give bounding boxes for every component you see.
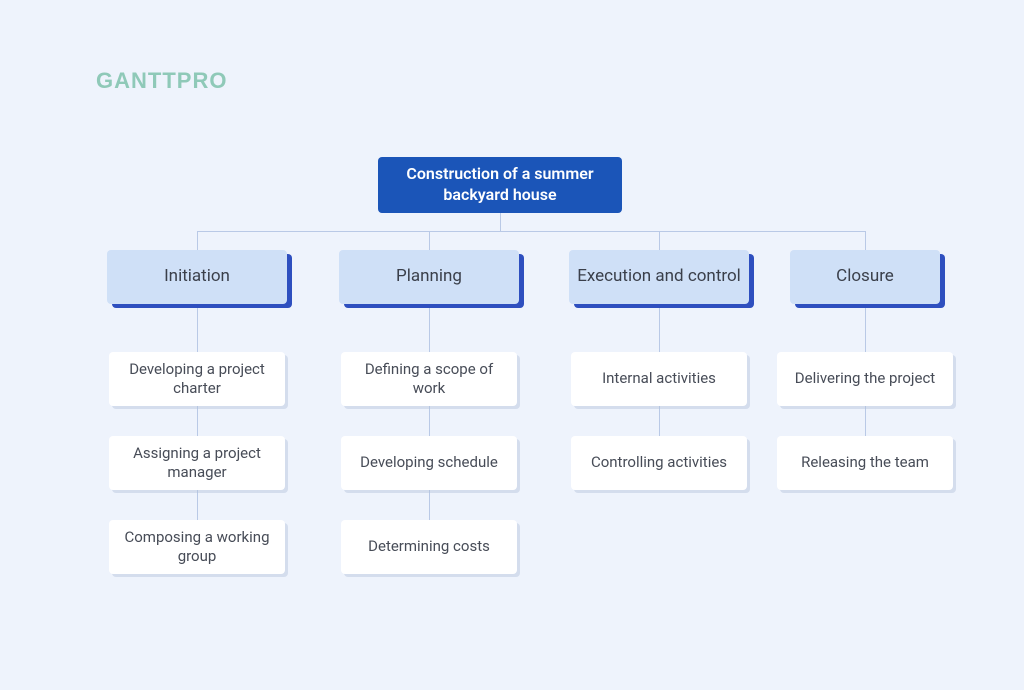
wbs-task: Composing a working group — [109, 520, 285, 574]
connector — [197, 231, 865, 232]
wbs-task: Developing schedule — [341, 436, 517, 490]
logo: GANTTPRO — [96, 68, 227, 94]
wbs-root: Construction of a summer backyard house — [378, 157, 622, 213]
wbs-phase: Planning — [339, 250, 519, 304]
wbs-phase: Execution and control — [569, 250, 749, 304]
wbs-task: Defining a scope of work — [341, 352, 517, 406]
wbs-task: Internal activities — [571, 352, 747, 406]
wbs-task: Assigning a project manager — [109, 436, 285, 490]
wbs-task: Releasing the team — [777, 436, 953, 490]
connector — [500, 213, 501, 231]
wbs-phase: Closure — [790, 250, 940, 304]
diagram-canvas: GANTTPRO Construction of a summer backyar… — [0, 0, 1024, 690]
wbs-task: Delivering the project — [777, 352, 953, 406]
wbs-phase: Initiation — [107, 250, 287, 304]
wbs-task: Determining costs — [341, 520, 517, 574]
wbs-task: Developing a project charter — [109, 352, 285, 406]
wbs-task: Controlling activities — [571, 436, 747, 490]
